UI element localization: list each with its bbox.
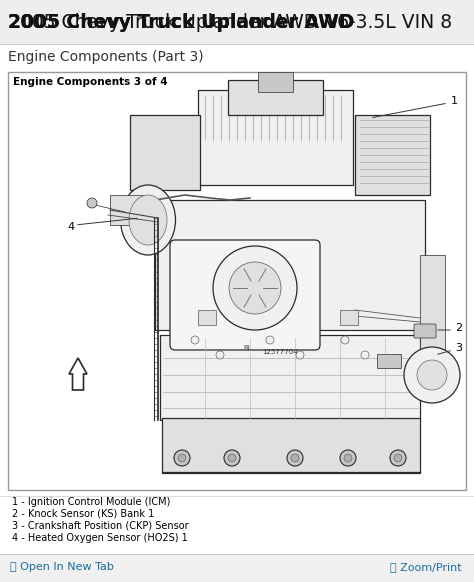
Circle shape (228, 454, 236, 462)
Text: 1: 1 (451, 96, 458, 106)
Circle shape (417, 360, 447, 390)
FancyBboxPatch shape (377, 354, 401, 368)
FancyBboxPatch shape (355, 115, 430, 195)
Text: 1 - Ignition Control Module (ICM): 1 - Ignition Control Module (ICM) (12, 497, 170, 507)
Circle shape (361, 351, 369, 359)
FancyBboxPatch shape (340, 310, 358, 325)
Ellipse shape (129, 195, 167, 245)
Text: 4 - Heated Oxygen Sensor (HO2S) 1: 4 - Heated Oxygen Sensor (HO2S) 1 (12, 533, 188, 543)
Circle shape (174, 450, 190, 466)
Text: 2005 Chevy Truck Uplander AWD: 2005 Chevy Truck Uplander AWD (8, 12, 355, 31)
FancyArrow shape (69, 358, 87, 390)
Circle shape (191, 336, 199, 344)
Text: ⧉ Open In New Tab: ⧉ Open In New Tab (10, 562, 114, 572)
Circle shape (213, 246, 297, 330)
Circle shape (404, 347, 460, 403)
Text: 2005 Chevy Truck Uplander AWD V6-3.5L VIN 8: 2005 Chevy Truck Uplander AWD V6-3.5L VI… (8, 12, 452, 31)
Circle shape (341, 336, 349, 344)
FancyBboxPatch shape (0, 554, 474, 582)
FancyBboxPatch shape (162, 418, 420, 473)
Text: 2005 Chevy Truck Uplander AWD V6-3.5L VIN 8: 2005 Chevy Truck Uplander AWD V6-3.5L VI… (8, 12, 452, 31)
Circle shape (340, 450, 356, 466)
Ellipse shape (120, 185, 175, 255)
FancyBboxPatch shape (414, 324, 436, 338)
Circle shape (291, 454, 299, 462)
FancyBboxPatch shape (110, 195, 148, 225)
Circle shape (216, 351, 224, 359)
FancyBboxPatch shape (198, 90, 353, 185)
FancyBboxPatch shape (420, 255, 445, 375)
Circle shape (87, 198, 97, 208)
FancyBboxPatch shape (258, 72, 293, 92)
Text: 2005 Chevy Truck Uplander AWD: 2005 Chevy Truck Uplander AWD (8, 12, 355, 31)
FancyBboxPatch shape (198, 310, 216, 325)
Circle shape (390, 450, 406, 466)
Circle shape (178, 454, 186, 462)
Text: 12577704: 12577704 (262, 349, 298, 355)
FancyBboxPatch shape (160, 335, 420, 420)
Circle shape (224, 450, 240, 466)
FancyBboxPatch shape (130, 115, 200, 190)
Text: 3: 3 (455, 343, 462, 353)
Text: 2: 2 (455, 323, 462, 333)
Text: Engine Components 3 of 4: Engine Components 3 of 4 (13, 77, 168, 87)
Text: 2 - Knock Sensor (KS) Bank 1: 2 - Knock Sensor (KS) Bank 1 (12, 509, 154, 519)
Text: 3 - Crankshaft Position (CKP) Sensor: 3 - Crankshaft Position (CKP) Sensor (12, 521, 189, 531)
Text: 🔍 Zoom/Print: 🔍 Zoom/Print (391, 562, 462, 572)
FancyBboxPatch shape (0, 0, 474, 44)
Text: Engine Components (Part 3): Engine Components (Part 3) (8, 50, 204, 64)
FancyBboxPatch shape (155, 200, 425, 330)
Circle shape (229, 262, 281, 314)
Circle shape (394, 454, 402, 462)
Circle shape (344, 454, 352, 462)
FancyBboxPatch shape (228, 80, 323, 115)
Circle shape (287, 450, 303, 466)
FancyBboxPatch shape (170, 240, 320, 350)
Circle shape (296, 351, 304, 359)
Text: 4: 4 (67, 222, 74, 232)
Text: RL: RL (244, 345, 252, 351)
Circle shape (266, 336, 274, 344)
FancyBboxPatch shape (8, 72, 466, 490)
